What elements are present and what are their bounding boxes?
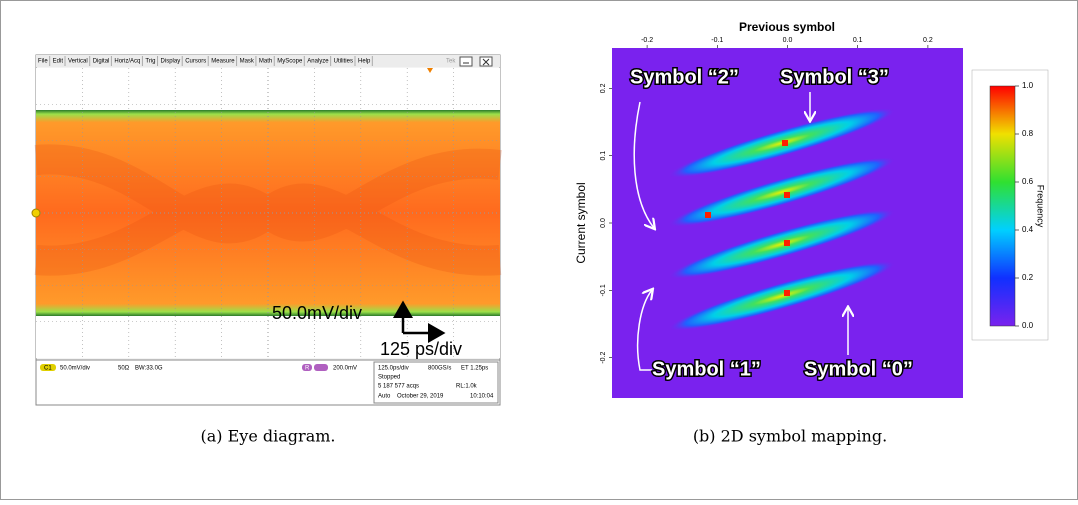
colorbar [990,86,1015,326]
menu-item[interactable]: File [38,59,48,65]
y-tick-label: 0.1 [600,151,607,161]
menu-item[interactable]: Utilities [334,59,353,65]
menu-item[interactable]: Cursors [185,59,206,65]
colorbar-tick-label: 0.0 [1022,321,1034,330]
menu-item[interactable]: Analyze [307,59,329,65]
menu-item[interactable]: Digital [93,59,110,65]
status-text: 5 187 577 acqs [378,384,419,390]
peak-cell [705,212,711,218]
x-tick-label: 0.2 [923,37,933,44]
status-text: 200.0mV [333,366,357,372]
menu-item[interactable]: Horiz/Acq [114,59,140,65]
status-text: 50Ω [118,366,130,372]
status-text: Auto [378,394,391,400]
heatmap-chart: Previous symbol Current symbol Frequency… [574,20,1048,398]
annotation: Symbol “3” [780,66,889,88]
status-text: Stopped [378,375,400,381]
peak-cell [784,192,790,198]
minimize-button[interactable] [460,57,472,66]
status-text: 50.0mV/div [60,366,90,372]
figure: Tek 50.0mV/div 125 ps/div C1 50.0mV/div … [0,0,1078,500]
x-tick-label: 0.1 [853,37,863,44]
y-tick-label: -0.2 [600,351,607,363]
y-axis-label: Current symbol [574,182,588,263]
ref-badge [314,364,328,371]
status-text: 125.0ps/div [378,366,409,372]
menu-item[interactable]: Vertical [68,59,88,65]
horizontal-scale-label: 125 ps/div [380,339,462,359]
x-tick-label: 0.0 [783,37,793,44]
status-text: RL:1.0k [456,384,478,390]
x-axis-label: Previous symbol [739,20,835,34]
menu-item[interactable]: Trig [145,59,155,65]
menu-item[interactable]: MyScope [277,59,303,65]
menu-item[interactable]: Edit [53,59,64,65]
menu-item[interactable]: Mask [240,59,255,65]
status-text: 800GS/s [428,366,451,372]
status-text: October 29, 2019 [397,394,444,400]
menu-item[interactable]: Display [161,59,181,65]
y-tick-label: 0.0 [600,218,607,228]
annotation: Symbol “1” [652,358,761,380]
brand: Tek [446,59,456,65]
y-tick-label: 0.2 [600,83,607,93]
x-tick-label: -0.2 [641,37,653,44]
colorbar-label: Frequency [1036,185,1046,228]
colorbar-tick-label: 1.0 [1022,81,1034,90]
y-tick-label: -0.1 [600,284,607,296]
status-text: BW:33.0G [135,366,163,372]
channel-marker [32,209,40,217]
plot-area [612,48,963,398]
colorbar-tick-label: 0.8 [1022,129,1034,138]
caption: (a) Eye diagram. [201,427,336,446]
menu-item[interactable]: Help [358,59,371,65]
colorbar-tick-label: 0.6 [1022,177,1034,186]
menu-item[interactable]: Math [259,59,272,65]
peak-cell [784,240,790,246]
caption: (b) 2D symbol mapping. [693,427,887,446]
colorbar-tick-label: 0.4 [1022,225,1034,234]
x-tick-label: -0.1 [711,37,723,44]
channel: C1 [44,366,52,372]
menu-item[interactable]: Measure [211,59,235,65]
annotation: Symbol “0” [804,358,913,380]
peak-cell [784,290,790,296]
status-text: 10:10:04 [470,394,494,400]
oscilloscope: Tek 50.0mV/div 125 ps/div C1 50.0mV/div … [32,55,500,405]
colorbar-tick-label: 0.2 [1022,273,1034,282]
annotation: Symbol “2” [630,66,739,88]
vertical-scale-label: 50.0mV/div [272,303,362,323]
peak-cell [782,140,788,146]
trigger-source: R [305,366,310,372]
status-text: ET 1.25ps [461,366,488,372]
